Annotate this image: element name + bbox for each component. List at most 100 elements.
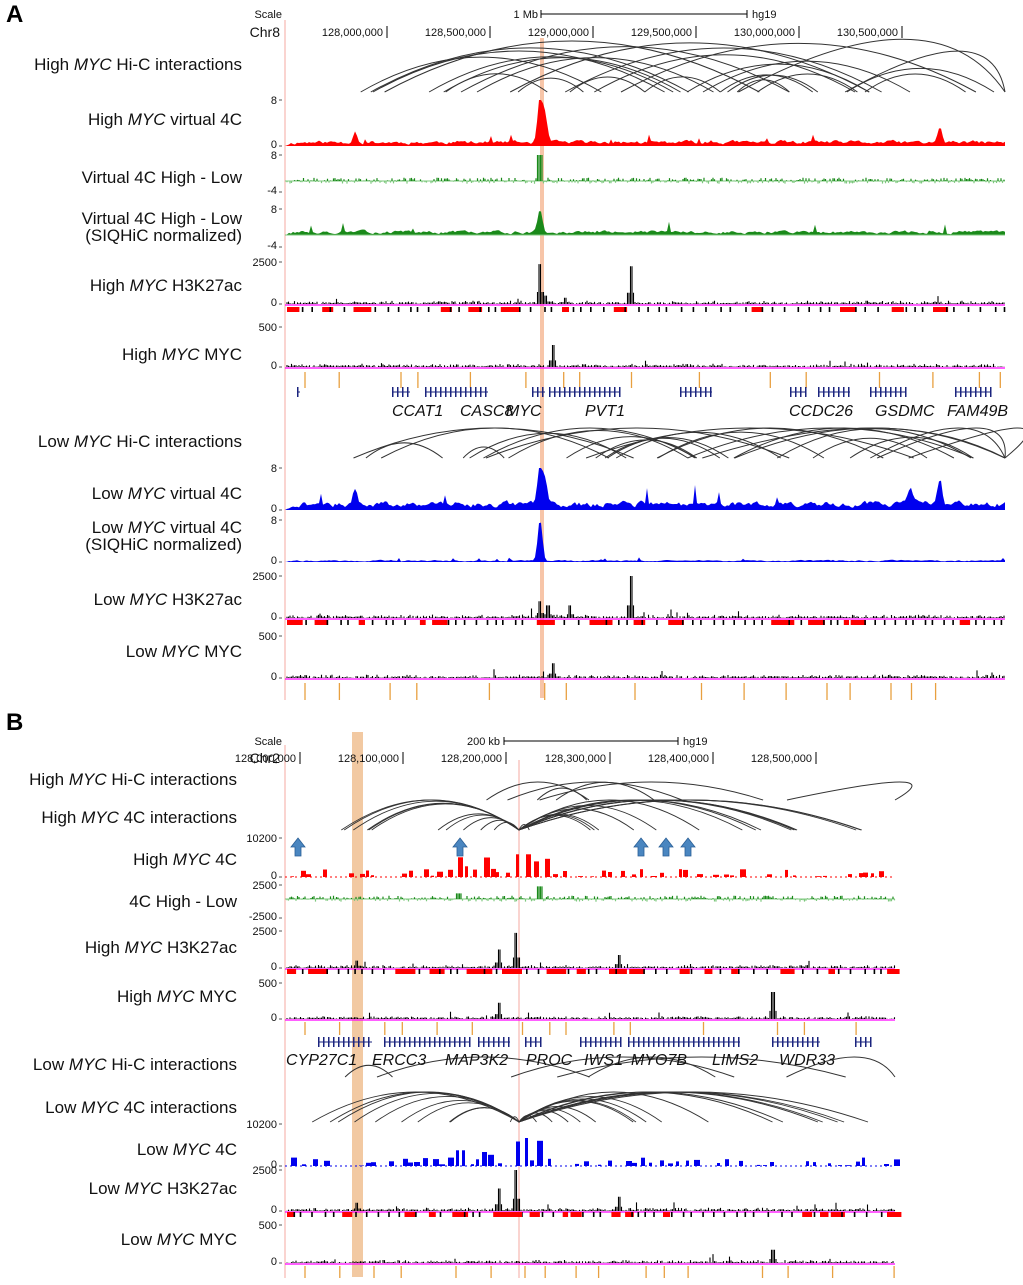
track-label-prefix: High bbox=[29, 770, 69, 789]
track-label: Low MYC Hi-C interactions bbox=[38, 432, 242, 451]
track-label-prefix: Low bbox=[121, 1230, 157, 1249]
y-axis-max: 8 bbox=[271, 515, 277, 527]
track-label-line2: (SIQHiC normalized) bbox=[85, 226, 242, 245]
track-label: Virtual 4C High - Low bbox=[82, 168, 243, 187]
coverage-bar bbox=[739, 1161, 743, 1166]
coverage-bar bbox=[608, 1161, 612, 1166]
y-axis-min: 0 bbox=[271, 1012, 277, 1024]
coverage-bar bbox=[448, 1158, 454, 1166]
track-label: High MYC 4C bbox=[133, 850, 237, 869]
y-axis-max: 2500 bbox=[253, 257, 277, 269]
4c-interaction-arcs bbox=[341, 800, 862, 830]
scale-bar-label: 1 Mb bbox=[514, 9, 538, 21]
track-label: Low MYC MYC bbox=[121, 1230, 237, 1249]
gene-name: WDR33 bbox=[779, 1052, 835, 1069]
signal-track bbox=[287, 933, 895, 968]
track-label: Low MYC virtual 4C bbox=[92, 484, 242, 503]
coverage-bar bbox=[717, 1163, 720, 1166]
y-axis-max: 500 bbox=[259, 322, 277, 334]
track-label-suffix: MYC bbox=[195, 1230, 238, 1249]
up-arrow-icon bbox=[634, 838, 648, 856]
gene-name: MYC bbox=[506, 403, 542, 420]
coverage-bar bbox=[725, 1159, 729, 1166]
coverage-bar bbox=[525, 1138, 528, 1166]
virtual-4c-signal bbox=[285, 468, 1005, 510]
interaction-arcs bbox=[354, 428, 1023, 458]
track-label-gene: MYC bbox=[81, 1098, 120, 1117]
coverage-bar bbox=[894, 1159, 900, 1166]
coverage-bar bbox=[770, 1162, 774, 1166]
coordinate-tick-label: 130,000,000 bbox=[734, 27, 795, 39]
y-axis-max: 2500 bbox=[253, 880, 277, 892]
gene-name: CCAT1 bbox=[392, 403, 443, 420]
coordinate-tick-label: 128,100,000 bbox=[338, 753, 399, 765]
signal-track bbox=[287, 1250, 895, 1263]
track-label-gene: MYC bbox=[157, 1230, 196, 1249]
track-label-gene: MYC bbox=[130, 590, 169, 609]
track-label-gene: MYC bbox=[125, 1179, 164, 1198]
track-label-gene: MYC bbox=[81, 808, 120, 827]
coverage-bar bbox=[409, 871, 413, 877]
coverage-bar bbox=[465, 866, 468, 877]
track-label-prefix: Low bbox=[137, 1140, 173, 1159]
track-label-prefix: Low bbox=[38, 432, 74, 451]
gene-name: MYO7B bbox=[631, 1052, 687, 1069]
track-label-gene: MYC bbox=[128, 484, 167, 503]
y-axis-max: 500 bbox=[259, 1220, 277, 1232]
track-label-prefix: Low bbox=[33, 1055, 69, 1074]
signal-track bbox=[287, 576, 1004, 618]
chromosome-label: Chr8 bbox=[250, 24, 281, 40]
y-axis-max: 8 bbox=[271, 463, 277, 475]
virtual-4c-signal bbox=[285, 100, 1005, 146]
coverage-bar bbox=[806, 1161, 809, 1166]
track-label: 4C High - Low bbox=[129, 892, 237, 911]
y-axis-min: 0 bbox=[271, 555, 277, 567]
track-label-suffix: 4C interactions bbox=[119, 1098, 237, 1117]
track-label-gene: MYC bbox=[157, 987, 196, 1006]
signal-track bbox=[287, 663, 1004, 678]
panel-label: A bbox=[6, 1, 23, 28]
track-label-gene: MYC bbox=[69, 1055, 108, 1074]
y-axis-min: 0 bbox=[271, 961, 277, 973]
gene-name: FAM49B bbox=[947, 403, 1008, 420]
y-axis-max: 10200 bbox=[246, 833, 277, 845]
y-axis-max: 2500 bbox=[253, 1165, 277, 1177]
coverage-bar bbox=[602, 871, 606, 877]
coverage-bar bbox=[495, 872, 499, 877]
y-axis-min: 0 bbox=[271, 671, 277, 683]
track-label-prefix: 4C High - Low bbox=[129, 892, 237, 911]
track-label: High MYC MYC bbox=[122, 345, 242, 364]
coverage-bar bbox=[526, 854, 531, 877]
coverage-bar bbox=[660, 873, 664, 877]
coverage-bar bbox=[862, 1158, 865, 1166]
track-label-suffix: 4C interactions bbox=[119, 808, 237, 827]
assembly-label: hg19 bbox=[683, 736, 707, 748]
track-label: High MYC Hi-C interactions bbox=[29, 770, 237, 789]
up-arrow-icon bbox=[681, 838, 695, 856]
track-label: High MYC H3K27ac bbox=[85, 938, 238, 957]
coordinate-tick-label: 128,500,000 bbox=[751, 753, 812, 765]
track-label: Low MYC H3K27ac bbox=[89, 1179, 238, 1198]
track-label: Low MYC 4C interactions bbox=[45, 1098, 237, 1117]
assembly-label: hg19 bbox=[752, 9, 776, 21]
4c-interaction-arcs bbox=[312, 1092, 868, 1122]
y-axis-min: 0 bbox=[271, 1256, 277, 1268]
panel-label: B bbox=[6, 709, 23, 736]
signal-track bbox=[287, 1170, 895, 1211]
coverage-bar bbox=[371, 1162, 376, 1166]
coordinate-tick-label: 128,000,000 bbox=[322, 27, 383, 39]
coverage-bar bbox=[424, 869, 429, 877]
track-label-gene: MYC bbox=[128, 110, 167, 129]
track-label-prefix: High bbox=[133, 850, 173, 869]
y-axis-min: 0 bbox=[271, 1204, 277, 1216]
coverage-bar bbox=[785, 870, 788, 877]
coverage-bar bbox=[608, 872, 612, 877]
coverage-bar bbox=[683, 870, 688, 877]
coverage-bar bbox=[563, 871, 567, 877]
y-axis-max: 8 bbox=[271, 95, 277, 107]
y-axis-min: -4 bbox=[267, 240, 277, 252]
up-arrow-icon bbox=[291, 838, 305, 856]
y-axis-max: 2500 bbox=[253, 571, 277, 583]
gene-name: ERCC3 bbox=[372, 1052, 426, 1069]
